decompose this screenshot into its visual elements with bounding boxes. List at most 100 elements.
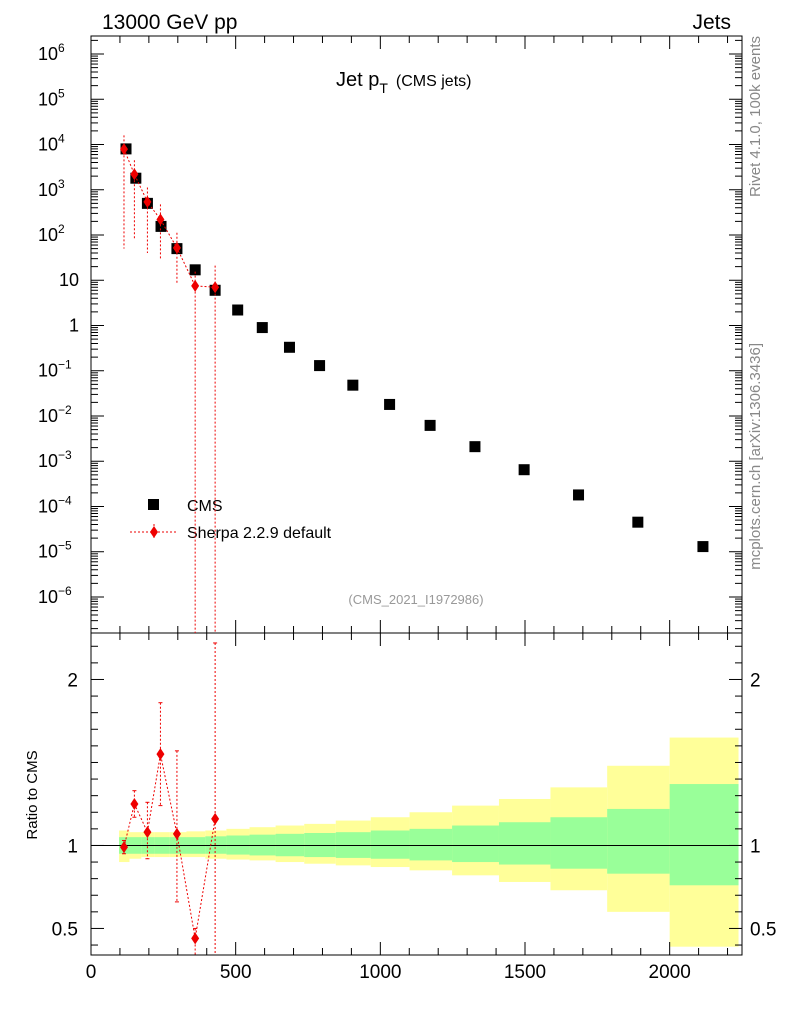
main-ytick-label: 10−1	[38, 358, 72, 381]
xtick-label: 0	[86, 962, 97, 983]
ratio-sherpa-point	[172, 827, 181, 840]
chart-marks: 10610510410310210110−110−210−310−410−510…	[38, 35, 776, 983]
main-ytick-exp: −6	[58, 584, 72, 598]
main-ytick-base: 10	[38, 361, 58, 381]
stat-band-bin	[370, 830, 410, 859]
main-ytick-label: 105	[38, 86, 65, 109]
legend-cms-marker	[148, 499, 159, 510]
cms-point	[632, 516, 644, 528]
rivet-version-label: Rivet 4.1.0, 100k events	[747, 36, 764, 197]
cms-point	[130, 172, 142, 184]
ratio-ytick-label-right: 1	[750, 836, 761, 857]
main-ytick-exp: −4	[58, 493, 72, 507]
cms-point	[256, 322, 268, 334]
main-ytick-label: 103	[38, 177, 65, 200]
sherpa-point	[143, 195, 152, 208]
sherpa-point	[191, 279, 200, 292]
mcplots-label: mcplots.cern.ch [arXiv:1306.3436]	[747, 343, 764, 570]
analysis-tag: (CMS_2021_I1972986)	[348, 592, 483, 607]
ratio-frame	[90, 632, 743, 956]
ratio-sherpa-point	[143, 826, 152, 839]
cms-point	[155, 220, 167, 232]
main-ytick-label: 10−6	[38, 584, 72, 607]
ratio-sherpa-point	[119, 841, 128, 854]
main-ytick-base: 10	[38, 44, 58, 64]
main-ytick-exp: −1	[58, 358, 72, 372]
category-label: Jets	[692, 11, 731, 34]
main-title: Jet pT (CMS jets)	[336, 69, 471, 96]
stat-band-bin	[452, 825, 499, 863]
stat-band-bin	[607, 808, 670, 874]
sherpa-point	[119, 143, 128, 156]
main-ytick-label: 102	[38, 222, 65, 245]
main-frame	[90, 35, 743, 634]
main-title-sub: T	[379, 80, 388, 96]
main-ytick-base: 10	[38, 496, 58, 516]
ratio-ylabel: Ratio to CMS	[24, 750, 41, 839]
main-ytick-label: 10−5	[38, 539, 72, 562]
cms-point	[573, 489, 585, 501]
collision-label: 13000 GeV pp	[102, 11, 237, 34]
main-ytick-base: 10	[38, 587, 58, 607]
main-title-main: Jet p	[336, 69, 379, 91]
cms-point	[232, 304, 244, 316]
main-ytick-label: 10	[59, 270, 79, 290]
main-ytick-base: 10	[38, 451, 58, 471]
ratio-sherpa-point	[156, 748, 165, 761]
main-ytick-label: 10−2	[38, 403, 72, 426]
stat-band-bin	[498, 822, 551, 865]
main-ytick-exp: 5	[58, 86, 65, 100]
cms-point	[189, 264, 201, 276]
main-ytick-label: 10−4	[38, 493, 72, 516]
ratio-sherpa-point	[211, 812, 220, 825]
legend: CMS Sherpa 2.2.9 default	[130, 498, 332, 542]
cms-point	[314, 360, 326, 372]
main-ytick-base: 10	[38, 89, 58, 109]
ratio-ytick-label-right: 2	[750, 670, 761, 691]
sherpa-point	[211, 281, 220, 294]
ratio-ytick-label: 0.5	[52, 919, 78, 940]
stat-band-bin	[550, 817, 608, 869]
cms-point	[469, 441, 481, 453]
ratio-sherpa-point	[191, 932, 200, 945]
cms-point	[518, 464, 530, 476]
stat-band-bin	[669, 784, 739, 886]
ratio-ytick-label: 1	[67, 836, 78, 857]
cms-point	[283, 341, 295, 353]
sherpa-point	[156, 213, 165, 226]
main-ytick-base: 10	[38, 180, 58, 200]
xtick-label: 1000	[359, 962, 401, 983]
stat-band-bin	[409, 828, 453, 861]
main-ytick-label: 1	[69, 315, 79, 335]
main-ytick-exp: 2	[58, 222, 65, 236]
main-ytick-label: 106	[38, 41, 65, 64]
main-ytick-label: 104	[38, 132, 65, 155]
ratio-ytick-label: 2	[67, 670, 78, 691]
main-title-suffix: (CMS jets)	[396, 73, 472, 90]
cms-point	[347, 379, 359, 391]
xtick-label: 1500	[504, 962, 546, 983]
main-ytick-base: 10	[38, 406, 58, 426]
ratio-ytick-label-right: 0.5	[750, 919, 776, 940]
main-ytick-base: 10	[38, 225, 58, 245]
cms-point	[697, 541, 709, 553]
ratio-sherpa-point	[130, 797, 139, 810]
main-ytick-exp: 3	[58, 177, 65, 191]
main-ytick-exp: −5	[58, 539, 72, 553]
main-ytick-exp: 4	[58, 132, 65, 146]
main-ytick-base: 10	[38, 542, 58, 562]
main-ytick-exp: 6	[58, 41, 65, 55]
legend-cms-label: CMS	[187, 498, 223, 515]
xtick-label: 2000	[649, 962, 691, 983]
sherpa-point	[172, 241, 181, 254]
sherpa-point	[130, 168, 139, 181]
legend-sherpa-label: Sherpa 2.2.9 default	[187, 525, 332, 542]
main-ytick-label: 10−3	[38, 448, 72, 471]
sherpa-line	[123, 148, 216, 288]
cms-point	[424, 419, 436, 431]
xtick-label: 500	[220, 962, 252, 983]
main-ytick-exp: −3	[58, 448, 72, 462]
legend-sherpa-marker	[150, 526, 158, 538]
